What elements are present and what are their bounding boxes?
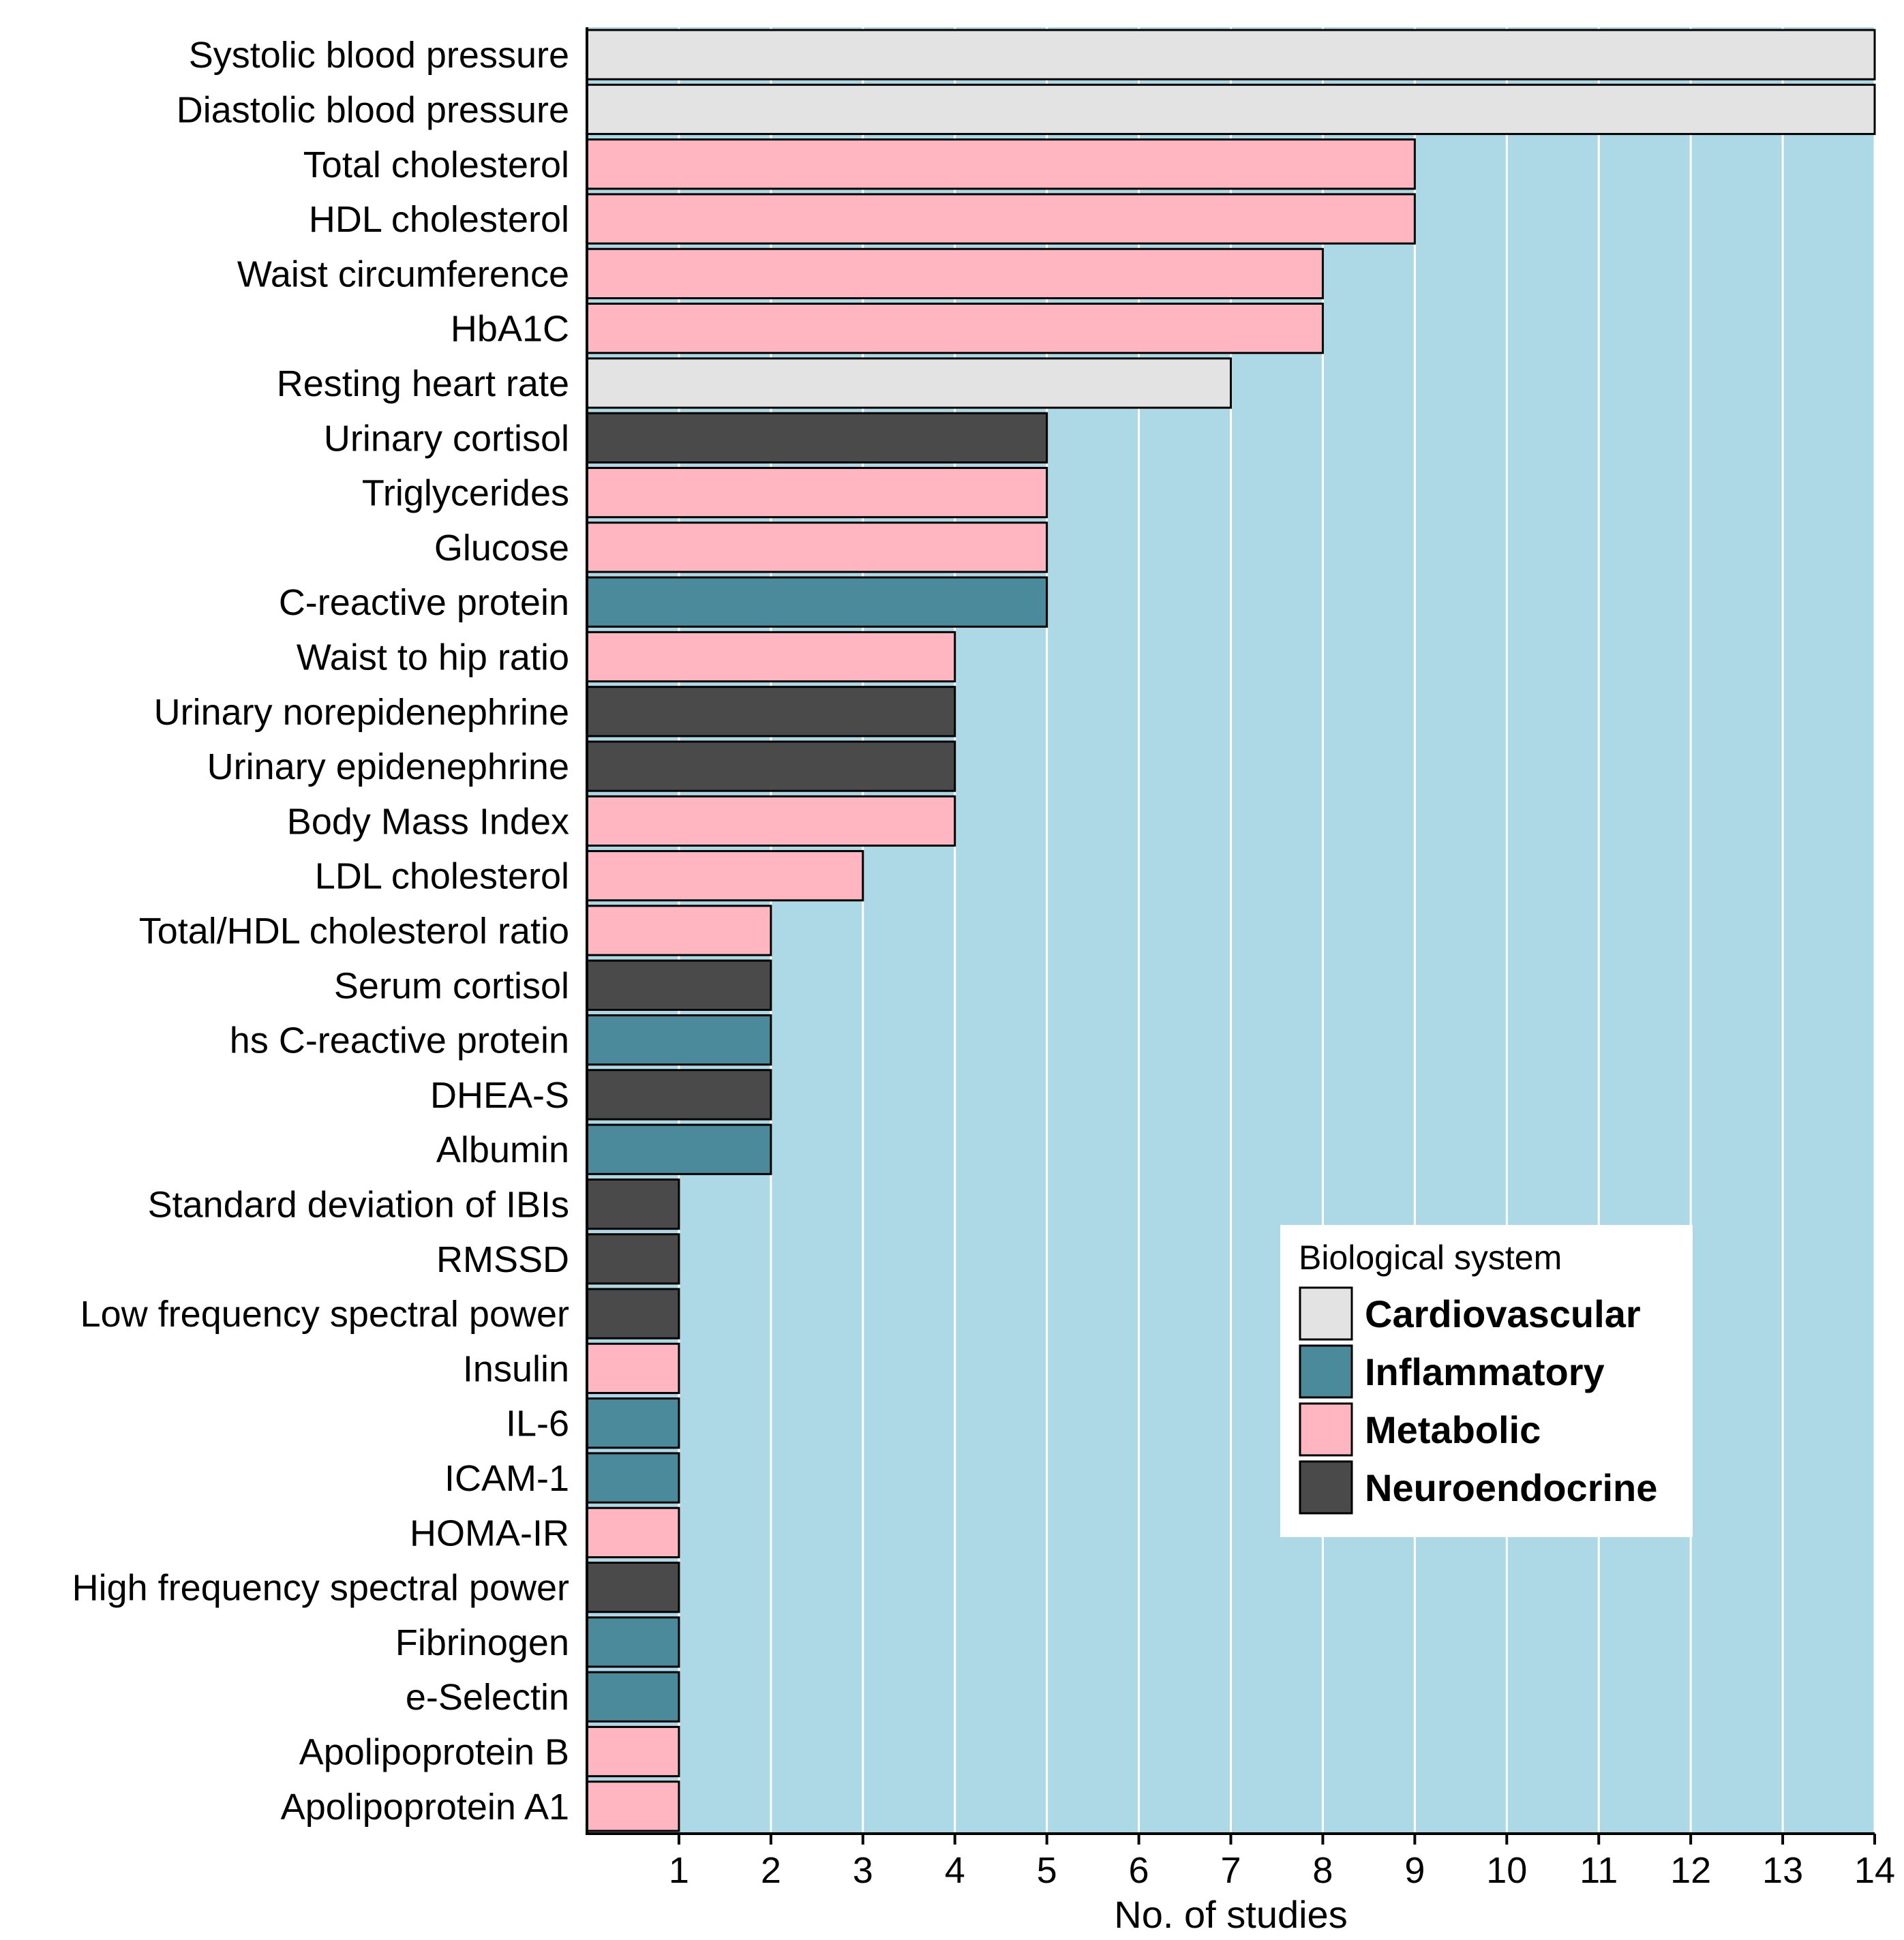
bar-diastolic-blood-pressure xyxy=(586,83,1876,136)
x-tick-label: 1 xyxy=(669,1850,689,1891)
bar-apolipoprotein-b xyxy=(586,1725,680,1778)
bar-hs-c-reactive-protein xyxy=(586,1014,772,1066)
x-tick-label: 5 xyxy=(1037,1850,1057,1891)
category-label: Insulin xyxy=(463,1348,569,1389)
category-label: LDL cholesterol xyxy=(315,856,569,897)
x-tick-label: 12 xyxy=(1670,1850,1711,1891)
category-label: High frequency spectral power xyxy=(72,1568,569,1609)
bar-fibrinogen xyxy=(586,1616,680,1668)
bar-urinary-cortisol xyxy=(586,412,1048,464)
category-label: Total cholesterol xyxy=(303,145,569,185)
category-label: Diastolic blood pressure xyxy=(177,89,569,130)
x-tick-label: 6 xyxy=(1129,1850,1149,1891)
legend-swatch-inflammatory xyxy=(1299,1344,1353,1399)
x-tick-label: 13 xyxy=(1762,1850,1803,1891)
category-label: Apolipoprotein A1 xyxy=(281,1787,569,1828)
bar-rmssd xyxy=(586,1233,680,1285)
bar-albumin xyxy=(586,1123,772,1175)
x-tick-label: 10 xyxy=(1486,1850,1527,1891)
bar-total-cholesterol xyxy=(586,138,1416,190)
bar-ldl-cholesterol xyxy=(586,850,864,902)
bar-urinary-epidenephrine xyxy=(586,740,956,792)
legend-swatch-metabolic xyxy=(1299,1402,1353,1457)
x-tick-label: 9 xyxy=(1404,1850,1425,1891)
legend-swatch-neuroendocrine xyxy=(1299,1460,1353,1515)
legend-label-inflammatory: Inflammatory xyxy=(1365,1350,1605,1393)
legend-swatch-cardiovascular xyxy=(1299,1286,1353,1341)
bar-resting-heart-rate xyxy=(586,357,1232,409)
bar-e-selectin xyxy=(586,1671,680,1723)
category-label: ICAM-1 xyxy=(444,1458,569,1499)
bar-standard-deviation-of-ibis xyxy=(586,1178,680,1230)
category-label: RMSSD xyxy=(436,1239,569,1280)
legend-title: Biological system xyxy=(1299,1239,1562,1277)
bar-homa-ir xyxy=(586,1506,680,1558)
category-label: Resting heart rate xyxy=(277,363,569,404)
category-label: Standard deviation of IBIs xyxy=(148,1185,569,1226)
bar-insulin xyxy=(586,1342,680,1395)
bar-hba1c xyxy=(586,303,1324,354)
category-label: Urinary norepidenephrine xyxy=(154,692,569,733)
bar-c-reactive-protein xyxy=(586,576,1048,628)
category-label: IL-6 xyxy=(506,1404,569,1444)
category-label: HDL cholesterol xyxy=(309,199,569,240)
category-label: Systolic blood pressure xyxy=(189,35,569,76)
x-tick-label: 8 xyxy=(1312,1850,1333,1891)
legend-label-metabolic: Metabolic xyxy=(1365,1408,1541,1451)
category-label: e-Selectin xyxy=(406,1677,569,1718)
bar-waist-to-hip-ratio xyxy=(586,631,956,683)
category-label: Waist circumference xyxy=(237,254,569,294)
category-label: C-reactive protein xyxy=(279,582,569,623)
category-label: hs C-reactive protein xyxy=(230,1020,569,1061)
x-tick-label: 2 xyxy=(761,1850,781,1891)
category-labels: Systolic blood pressure Diastolic blood p… xyxy=(72,35,569,1828)
bar-serum-cortisol xyxy=(586,959,772,1011)
category-label: Apolipoprotein B xyxy=(299,1732,569,1773)
category-label: Waist to hip ratio xyxy=(297,637,569,678)
x-tick-label: 4 xyxy=(945,1850,965,1891)
bar-high-frequency-spectral-power xyxy=(586,1562,680,1613)
legend: Biological system Cardiovascular Inflamma… xyxy=(1280,1225,1693,1537)
bar-waist-circumference xyxy=(586,247,1324,299)
bar-dhea-s xyxy=(586,1069,772,1121)
bar-hdl-cholesterol xyxy=(586,193,1416,245)
x-tick-label: 3 xyxy=(853,1850,873,1891)
x-tick-label: 7 xyxy=(1220,1850,1241,1891)
legend-entries: Cardiovascular Inflammatory Metabolic Neuro… xyxy=(1299,1286,1657,1515)
category-label: DHEA-S xyxy=(430,1075,569,1116)
bar-glucose xyxy=(586,521,1048,573)
category-label: Urinary epidenephrine xyxy=(207,746,569,787)
category-label: Albumin xyxy=(436,1130,569,1170)
bar-urinary-norepidenephrine xyxy=(586,686,956,738)
legend-label-neuroendocrine: Neuroendocrine xyxy=(1365,1466,1657,1509)
category-label: HOMA-IR xyxy=(410,1513,569,1553)
category-label: Glucose xyxy=(434,528,569,569)
bar-body-mass-index xyxy=(586,795,956,847)
category-label: Body Mass Index xyxy=(287,801,569,842)
bar-total-hdl-cholesterol-ratio xyxy=(586,905,772,956)
category-label: Serum cortisol xyxy=(334,965,569,1006)
bar-systolic-blood-pressure xyxy=(586,29,1876,80)
bar-low-frequency-spectral-power xyxy=(586,1288,680,1339)
category-label: Fibrinogen xyxy=(395,1622,569,1663)
bar-apolipoprotein-a1 xyxy=(586,1780,680,1832)
legend-label-cardiovascular: Cardiovascular xyxy=(1365,1292,1641,1335)
category-label: Low frequency spectral power xyxy=(80,1294,569,1335)
x-tick-label: 11 xyxy=(1580,1850,1618,1891)
category-label: Total/HDL cholesterol ratio xyxy=(139,911,569,952)
bar-il-6 xyxy=(586,1397,680,1449)
x-axis: 1 2 3 4 5 6 7 8 9 10 11 12 13 14 xyxy=(586,27,1895,1891)
x-tick-label: 14 xyxy=(1854,1850,1895,1891)
bars xyxy=(586,29,1876,1832)
bar-triglycerides xyxy=(586,466,1048,519)
bar-icam-1 xyxy=(586,1452,680,1504)
category-label: Urinary cortisol xyxy=(324,418,569,459)
category-label: HbA1C xyxy=(451,309,569,350)
category-label: Triglycerides xyxy=(362,473,569,514)
x-axis-title: No. of studies xyxy=(1114,1893,1347,1936)
